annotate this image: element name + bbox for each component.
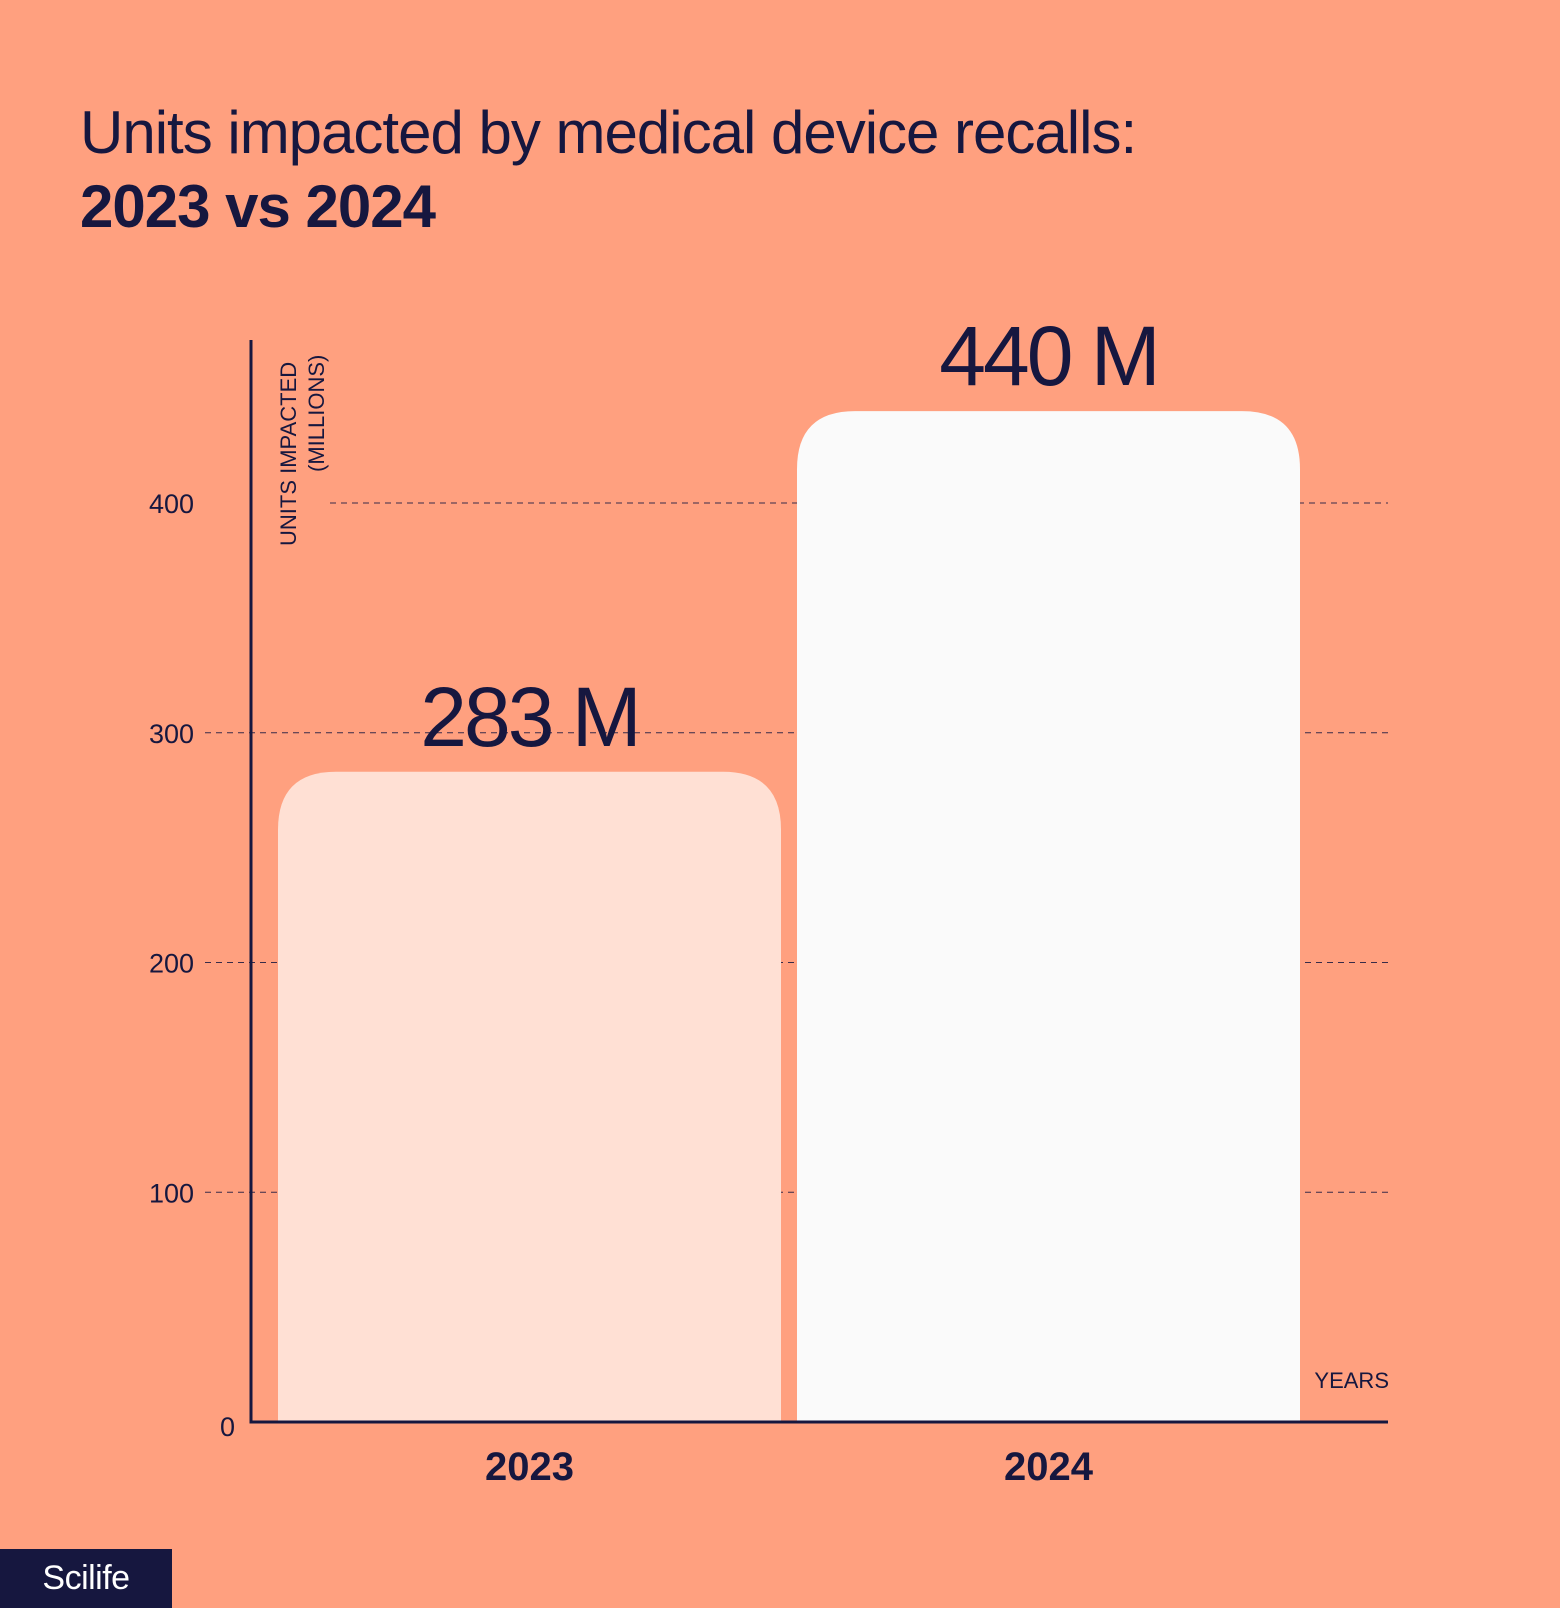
y-tick-labels: 0 100 200 300 400 bbox=[149, 489, 235, 1442]
chart-title: Units impacted by medical device recalls… bbox=[80, 99, 1137, 166]
data-label-2024: 440 M bbox=[939, 309, 1157, 403]
y-axis-title-line1: UNITS IMPACTED bbox=[276, 362, 301, 546]
axes bbox=[249, 340, 1388, 1424]
y-axis-title: UNITS IMPACTED (MILLIONS) bbox=[276, 355, 329, 546]
x-tick-2024: 2024 bbox=[1004, 1445, 1094, 1489]
bars bbox=[278, 411, 1300, 1423]
y-tick-300: 300 bbox=[149, 719, 194, 749]
x-axis-title: YEARS bbox=[1314, 1368, 1389, 1393]
bar-2023 bbox=[278, 771, 781, 1422]
y-axis-title-line2: (MILLIONS) bbox=[304, 355, 329, 472]
y-tick-0: 0 bbox=[220, 1412, 235, 1442]
y-tick-100: 100 bbox=[149, 1178, 194, 1208]
x-tick-2023: 2023 bbox=[485, 1445, 574, 1489]
chart-subtitle: 2023 vs 2024 bbox=[80, 173, 436, 240]
bar-2024 bbox=[797, 411, 1300, 1423]
data-label-2023: 283 M bbox=[420, 670, 638, 764]
x-tick-labels: 2023 2024 bbox=[485, 1445, 1094, 1489]
y-tick-200: 200 bbox=[149, 949, 194, 979]
y-tick-400: 400 bbox=[149, 489, 194, 519]
scilife-logo: Scilife bbox=[0, 1549, 172, 1608]
data-labels: 283 M 440 M bbox=[420, 309, 1160, 764]
chart-title-block: Units impacted by medical device recalls… bbox=[80, 96, 1460, 244]
